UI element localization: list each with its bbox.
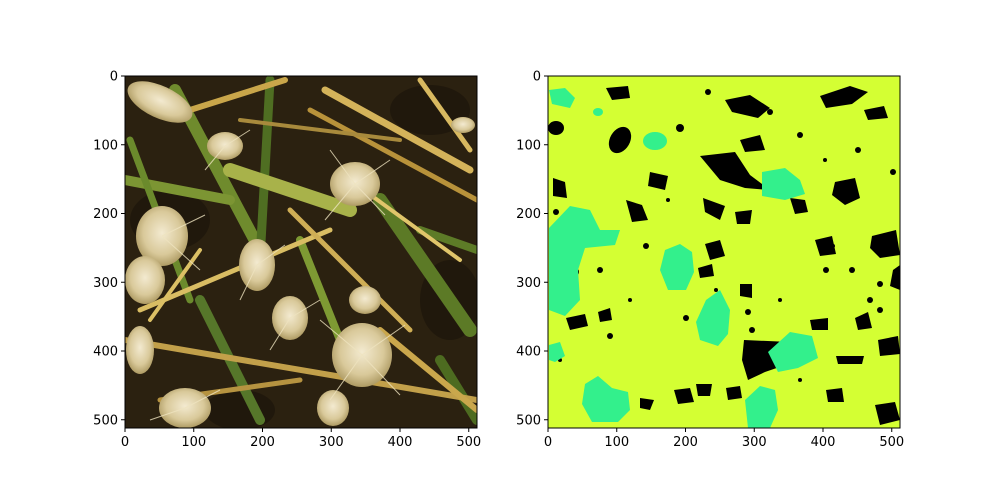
- x-tick-label: 200: [250, 435, 275, 450]
- mask-gap-regions: [548, 86, 900, 425]
- mask-speckles: [552, 89, 896, 407]
- y-tick-label: 500: [516, 413, 541, 428]
- x-tick-label: 500: [456, 435, 481, 450]
- x-tick-label: 400: [388, 435, 413, 450]
- photo-frame: [124, 75, 478, 429]
- wheat-photo: [125, 76, 477, 428]
- y-tick-label: 200: [93, 207, 118, 222]
- y-tick-label: 500: [93, 413, 118, 428]
- y-tick-label: 300: [93, 276, 118, 291]
- x-tick-label: 0: [121, 435, 129, 450]
- x-tick-label: 400: [811, 435, 836, 450]
- x-tick-label: 200: [673, 435, 698, 450]
- y-tick-label: 100: [93, 138, 118, 153]
- y-tick-label: 0: [110, 70, 118, 85]
- mask-background-class: [548, 76, 900, 428]
- y-tick-label: 0: [533, 70, 541, 85]
- x-tick-label: 500: [879, 435, 904, 450]
- mask-head-regions: [549, 88, 818, 428]
- y-tick-label: 300: [516, 276, 541, 291]
- x-tick-label: 0: [544, 435, 552, 450]
- x-tick-label: 100: [181, 435, 206, 450]
- y-tick-label: 400: [516, 345, 541, 360]
- x-tick-label: 100: [604, 435, 629, 450]
- awns: [149, 129, 406, 421]
- x-tick-label: 300: [319, 435, 344, 450]
- mask-frame: [547, 75, 901, 429]
- y-tick-label: 400: [93, 345, 118, 360]
- y-tick-label: 200: [516, 207, 541, 222]
- x-tick-label: 300: [742, 435, 767, 450]
- y-tick-label: 100: [516, 138, 541, 153]
- straw-stems: [125, 77, 477, 413]
- segmentation-mask: [548, 76, 900, 428]
